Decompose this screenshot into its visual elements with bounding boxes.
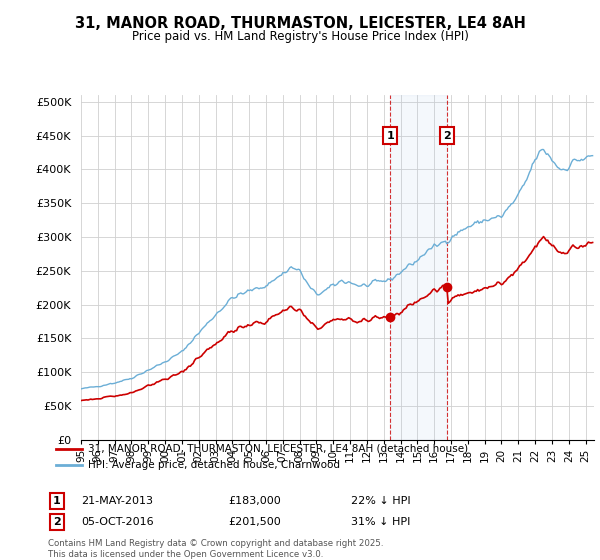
- Text: Contains HM Land Registry data © Crown copyright and database right 2025.
This d: Contains HM Land Registry data © Crown c…: [48, 539, 383, 559]
- Text: 22% ↓ HPI: 22% ↓ HPI: [351, 496, 410, 506]
- Text: £183,000: £183,000: [228, 496, 281, 506]
- Text: £201,500: £201,500: [228, 517, 281, 527]
- Text: 2: 2: [443, 130, 451, 141]
- Text: 05-OCT-2016: 05-OCT-2016: [81, 517, 154, 527]
- Text: HPI: Average price, detached house, Charnwood: HPI: Average price, detached house, Char…: [88, 460, 340, 470]
- Text: 31, MANOR ROAD, THURMASTON, LEICESTER, LE4 8AH: 31, MANOR ROAD, THURMASTON, LEICESTER, L…: [74, 16, 526, 31]
- Text: 2: 2: [53, 517, 61, 527]
- Text: 31% ↓ HPI: 31% ↓ HPI: [351, 517, 410, 527]
- Text: Price paid vs. HM Land Registry's House Price Index (HPI): Price paid vs. HM Land Registry's House …: [131, 30, 469, 43]
- Text: 21-MAY-2013: 21-MAY-2013: [81, 496, 153, 506]
- Text: 31, MANOR ROAD, THURMASTON, LEICESTER, LE4 8AH (detached house): 31, MANOR ROAD, THURMASTON, LEICESTER, L…: [88, 444, 468, 454]
- Text: 1: 1: [386, 130, 394, 141]
- Bar: [390, 95, 447, 440]
- Text: 1: 1: [53, 496, 61, 506]
